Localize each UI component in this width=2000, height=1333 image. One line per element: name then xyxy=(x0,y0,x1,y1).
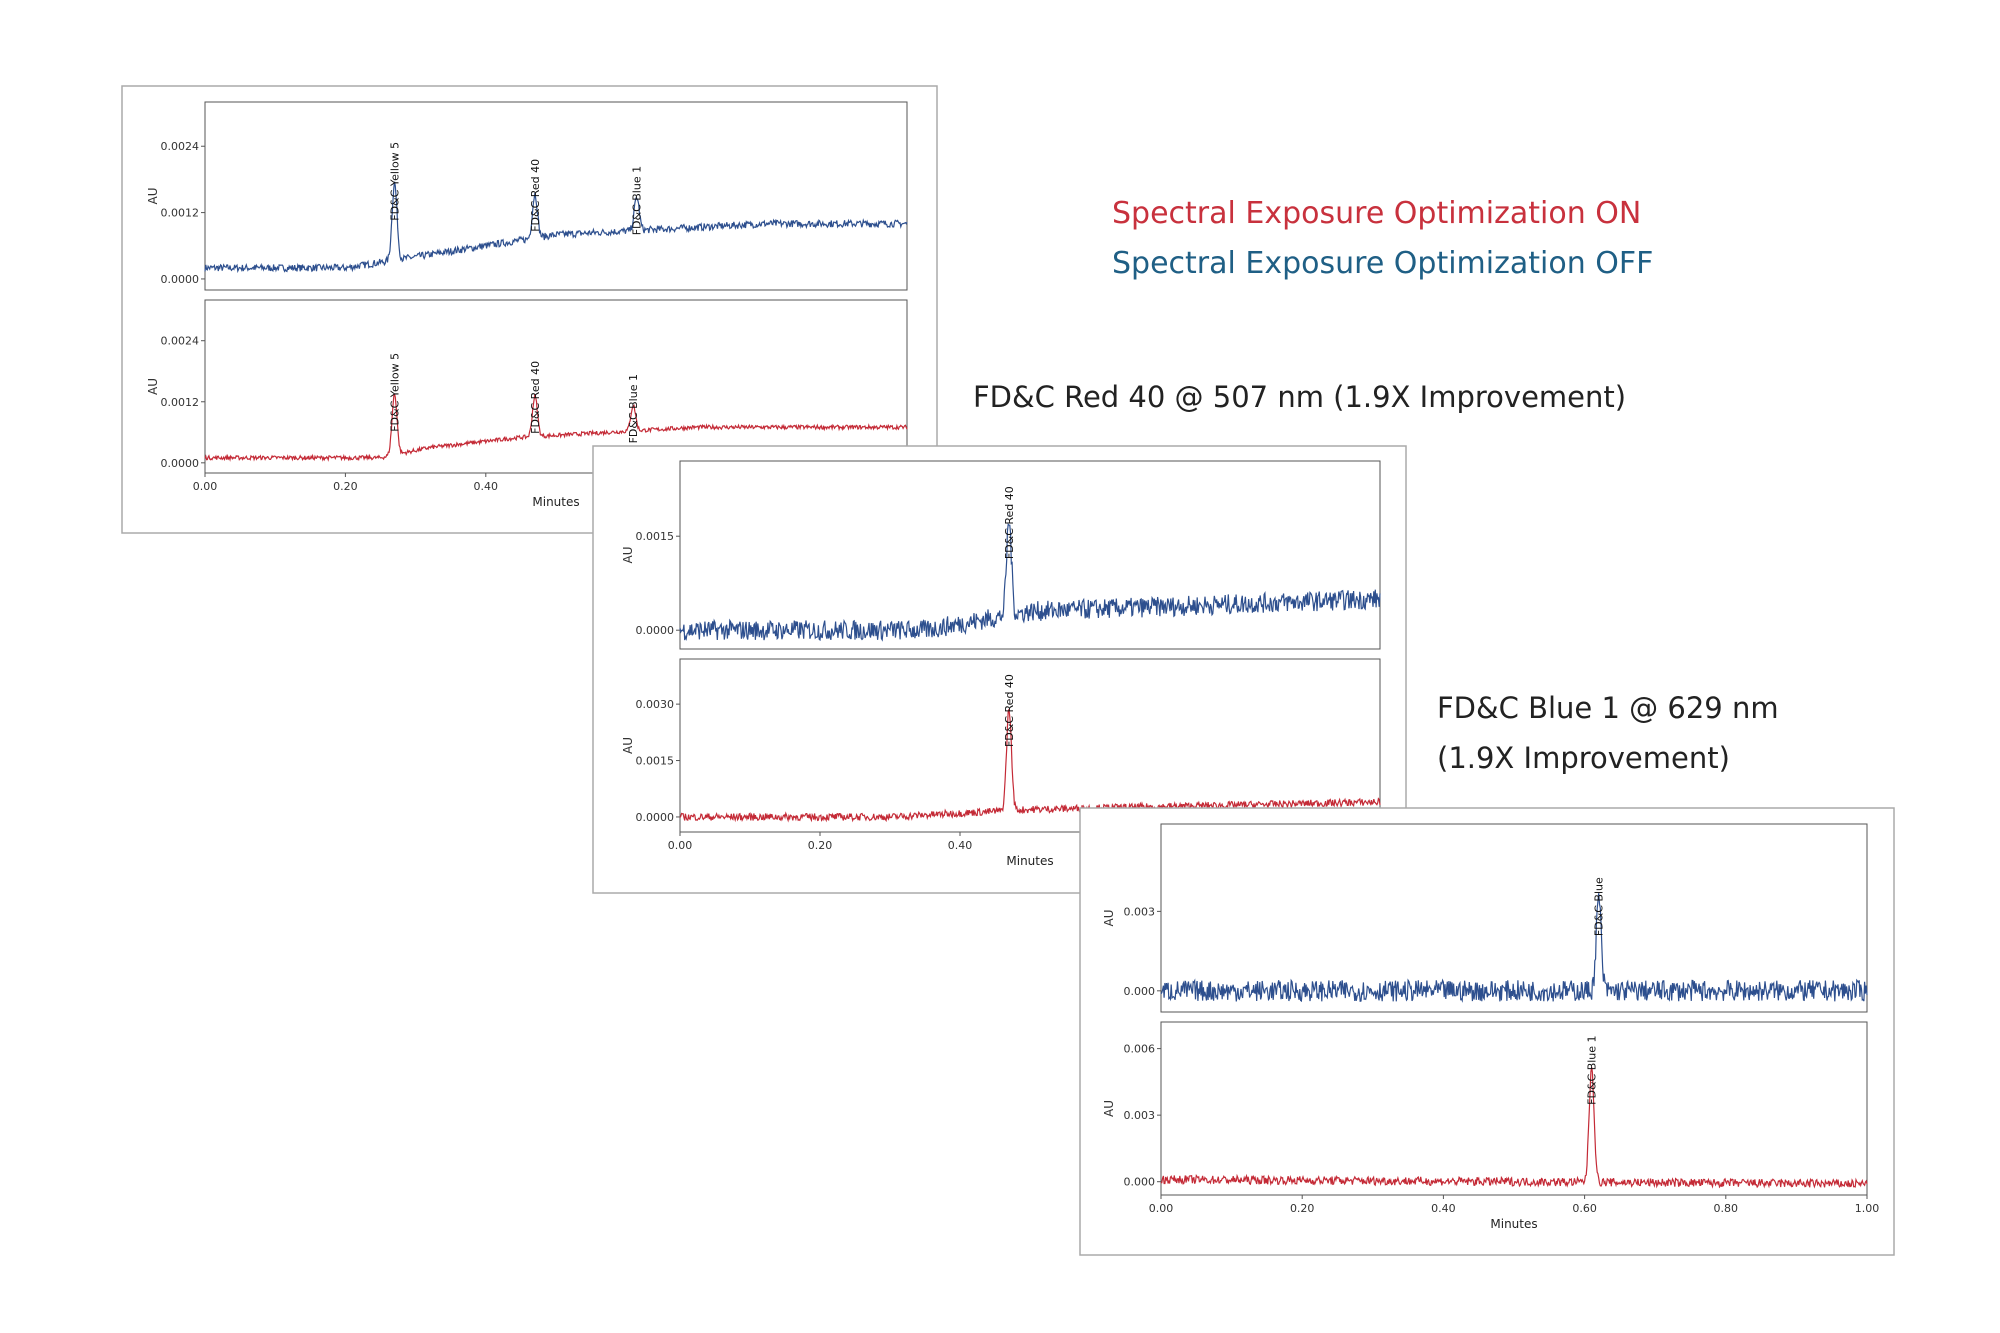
chart-3: 0.000 0.003 AU FD&C Blue 0.000 0.003 0.006 AU FD… xyxy=(1079,807,1895,1256)
chart-card xyxy=(1079,807,1895,1256)
y-tick-label: 0.0000 xyxy=(161,457,200,470)
caption-red40: FD&C Red 40 @ 507 nm (1.9X Improvement) xyxy=(973,380,1627,414)
peak-label: FD&C Red 40 xyxy=(529,361,542,434)
plot-frame xyxy=(1160,1021,1868,1196)
x-tick-label: 0.40 xyxy=(474,480,499,493)
plot-frame xyxy=(679,460,1381,650)
peak-label: FD&C Blue xyxy=(1593,877,1606,936)
plot-frame xyxy=(204,299,908,474)
peak-label: FD&C Yellow 5 xyxy=(389,353,402,432)
caption-blue1-line2: (1.9X Improvement) xyxy=(1437,741,1730,775)
y-tick-label: 0.0000 xyxy=(636,624,675,637)
x-tick-label: 0.40 xyxy=(948,839,973,852)
x-tick-label: 0.20 xyxy=(808,839,833,852)
on-trace xyxy=(1161,1067,1868,1189)
peak-label: FD&C Red 40 xyxy=(1003,674,1016,747)
legend-on: Spectral Exposure Optimization ON xyxy=(1112,196,1642,231)
y-tick-label: 0.003 xyxy=(1124,1109,1156,1122)
y-tick-label: 0.0015 xyxy=(636,755,675,768)
y-tick-label: 0.0015 xyxy=(636,530,675,543)
x-axis-label: Minutes xyxy=(1490,1217,1537,1231)
x-tick-label: 1.00 xyxy=(1855,1202,1880,1215)
legend-off: Spectral Exposure Optimization OFF xyxy=(1112,246,1654,281)
y-tick-label: 0.003 xyxy=(1124,905,1156,918)
peak-label: FD&C Red 40 xyxy=(529,159,542,232)
plot-frame xyxy=(204,101,908,291)
y-tick-label: 0.0024 xyxy=(161,335,200,348)
x-tick-label: 0.20 xyxy=(1290,1202,1315,1215)
peak-label: FD&C Blue 1 xyxy=(1586,1035,1599,1104)
y-tick-label: 0.0024 xyxy=(161,140,200,153)
peak-label: FD&C Red 40 xyxy=(1003,486,1016,559)
x-tick-label: 0.60 xyxy=(1572,1202,1597,1215)
y-tick-label: 0.0000 xyxy=(161,273,200,286)
on-trace xyxy=(204,393,908,462)
y-tick-label: 0.0030 xyxy=(636,698,675,711)
y-tick-label: 0.0000 xyxy=(636,811,675,824)
y-axis-label: AU xyxy=(146,378,160,395)
off-trace xyxy=(679,523,1381,642)
x-tick-label: 0.00 xyxy=(1149,1202,1174,1215)
peak-label: FD&C Yellow 5 xyxy=(389,142,402,221)
x-tick-label: 0.80 xyxy=(1714,1202,1739,1215)
y-tick-label: 0.0012 xyxy=(161,207,200,220)
caption-blue1-line1: FD&C Blue 1 @ 629 nm xyxy=(1437,691,1779,725)
plot-frame xyxy=(1160,823,1868,1013)
y-tick-label: 0.006 xyxy=(1124,1043,1156,1056)
y-axis-label: AU xyxy=(621,547,635,564)
peak-label: FD&C Blue 1 xyxy=(627,374,640,443)
off-trace xyxy=(204,181,908,274)
x-tick-label: 0.00 xyxy=(193,480,218,493)
y-axis-label: AU xyxy=(1102,910,1116,927)
y-axis-label: AU xyxy=(621,737,635,754)
y-tick-label: 0.0012 xyxy=(161,396,200,409)
off-trace xyxy=(1160,893,1868,1003)
peak-label: FD&C Blue 1 xyxy=(631,166,644,235)
y-tick-label: 0.000 xyxy=(1124,985,1156,998)
plot-frame xyxy=(679,658,1381,833)
chart-1: 0.0000 0.0012 0.0024 AU FD&C Yellow 5 FD&C Re… xyxy=(121,85,938,534)
x-tick-label: 0.20 xyxy=(333,480,358,493)
y-axis-label: AU xyxy=(146,188,160,205)
x-axis-label: Minutes xyxy=(532,495,579,509)
x-axis-label: Minutes xyxy=(1006,854,1053,868)
on-trace xyxy=(679,708,1381,823)
y-axis-label: AU xyxy=(1102,1100,1116,1117)
x-tick-label: 0.40 xyxy=(1431,1202,1456,1215)
y-tick-label: 0.000 xyxy=(1124,1176,1156,1189)
x-tick-label: 0.00 xyxy=(668,839,693,852)
